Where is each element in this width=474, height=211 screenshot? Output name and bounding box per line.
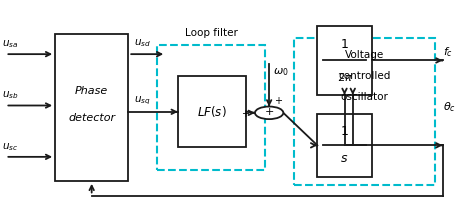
Text: $u_{sq}$: $u_{sq}$ [134,94,151,107]
Text: $f_c$: $f_c$ [443,45,453,59]
Text: $\omega_0$: $\omega_0$ [273,66,289,78]
Text: controlled: controlled [338,71,391,81]
Bar [294,38,436,185]
Text: +: + [273,96,282,106]
Text: $LF(s)$: $LF(s)$ [197,104,227,119]
Bar [178,76,246,147]
Text: 1: 1 [341,38,348,51]
Text: Voltage: Voltage [345,50,384,60]
Text: oscillator: oscillator [341,92,389,102]
Bar [55,34,128,181]
Text: 1: 1 [341,125,348,138]
Text: $u_{sd}$: $u_{sd}$ [134,37,151,49]
Text: detector: detector [68,113,115,123]
Text: +: + [242,109,249,119]
Bar [156,45,265,170]
Text: Phase: Phase [75,86,108,96]
Bar [318,26,372,95]
Text: +: + [264,107,274,117]
Text: 2$\pi$: 2$\pi$ [337,71,353,83]
Text: $u_{sc}$: $u_{sc}$ [1,141,18,153]
Text: $u_{sb}$: $u_{sb}$ [1,89,18,101]
Text: $u_{sa}$: $u_{sa}$ [1,38,18,50]
Bar [318,114,372,177]
Circle shape [255,107,283,119]
Text: $\theta_c$: $\theta_c$ [443,101,456,115]
Text: s: s [341,153,348,165]
Text: Loop filter: Loop filter [185,28,238,38]
